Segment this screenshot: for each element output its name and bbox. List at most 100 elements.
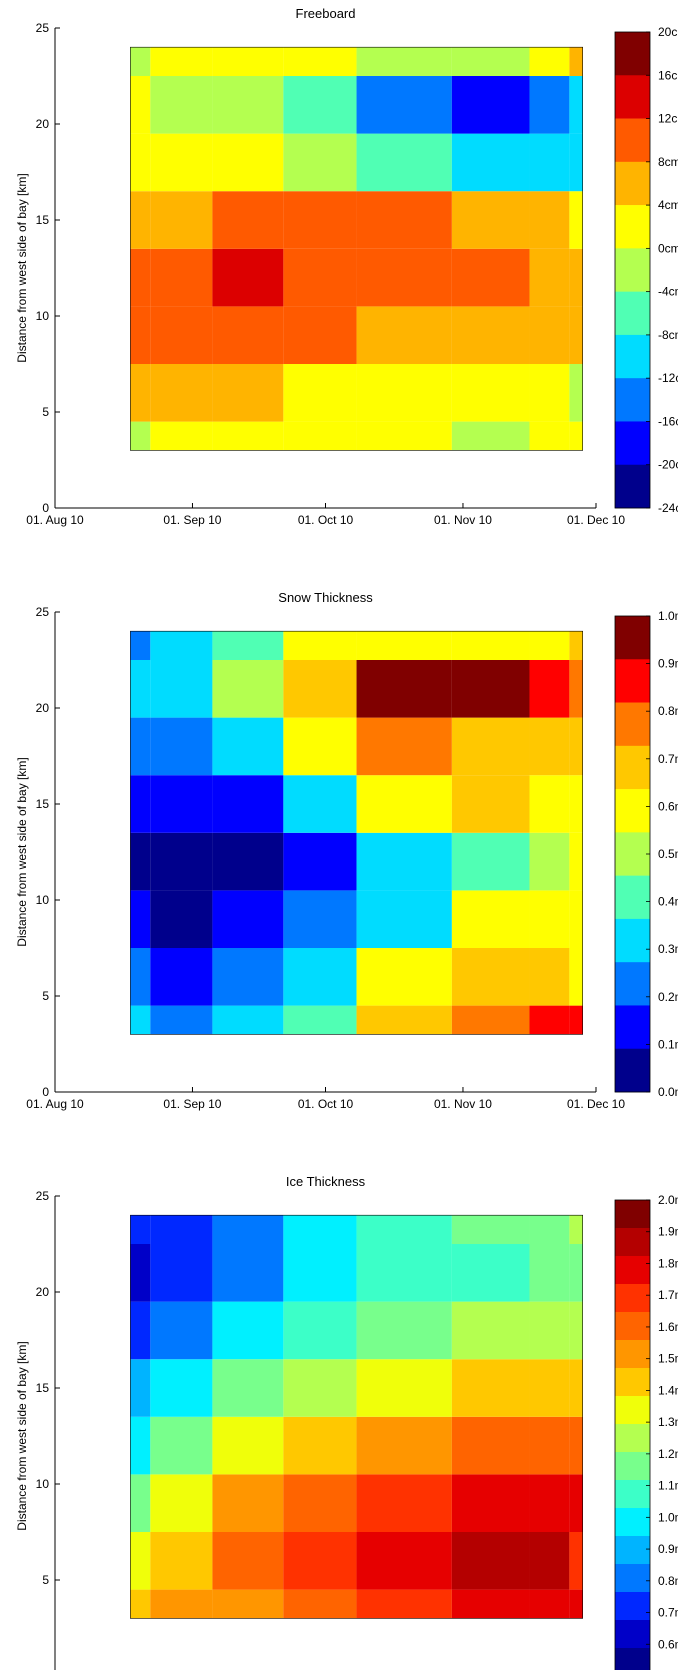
x-tick-label: 01. Oct 10 [298, 513, 354, 527]
contour-cell [451, 76, 530, 134]
y-tick-label: 15 [36, 1381, 50, 1395]
contour-cell [356, 1359, 452, 1417]
x-tick-label: 01. Oct 10 [298, 1097, 354, 1111]
contour-cell [212, 1589, 284, 1619]
colorbar-segment [615, 1200, 650, 1229]
x-tick-label: 01. Dec 10 [567, 513, 625, 527]
contour-cell [356, 660, 452, 718]
colorbar-label: 0.0m [658, 1085, 678, 1099]
y-tick-label: 25 [36, 21, 50, 35]
contour-cell [150, 948, 213, 1006]
contour-cell [130, 191, 151, 249]
colorbar-segment [615, 161, 650, 206]
contour-cell [451, 1005, 530, 1035]
colorbar-segment [615, 291, 650, 336]
contour-cell [356, 306, 452, 364]
colorbar-segment [615, 1424, 650, 1453]
colorbar-segment [615, 1368, 650, 1397]
contour-cell [569, 631, 583, 660]
contour-cell [150, 364, 213, 422]
colorbar-segment [615, 789, 650, 833]
contour-cell [529, 1474, 570, 1532]
colorbar-segment [615, 118, 650, 163]
contour-cell [569, 775, 583, 833]
x-tick-label: 01. Sep 10 [163, 1097, 221, 1111]
colorbar-label: -4cm [658, 285, 678, 299]
contour-cell [212, 1005, 284, 1035]
contour-cell [569, 1416, 583, 1475]
colorbar-label: 1.4m [658, 1383, 678, 1397]
contour-cell [451, 421, 530, 451]
contour-cell [150, 1589, 213, 1619]
x-tick-label: 01. Nov 10 [434, 1097, 492, 1111]
colorbar-label: -24cm [658, 501, 678, 515]
contour-cell [569, 948, 583, 1006]
contour-cell [356, 364, 452, 422]
contour-cell [130, 1416, 151, 1475]
contour-cell [569, 306, 583, 364]
contour-cell [356, 890, 452, 948]
colorbar-label: 1.3m [658, 1415, 678, 1429]
colorbar-segment [615, 1340, 650, 1369]
colorbar-segment [615, 745, 650, 790]
contour-cell [130, 890, 151, 948]
data-region-outline [130, 630, 583, 1035]
contour-cell [130, 832, 151, 891]
contour-cell [130, 1005, 151, 1035]
colorbar-segment [615, 1284, 650, 1313]
colorbar-label: 1.9m [658, 1225, 678, 1239]
contour-cell [356, 832, 452, 891]
contour-cell [529, 191, 570, 249]
contour-cell [569, 1005, 583, 1035]
colorbar-label: 0.9m [658, 657, 678, 671]
contour-cell [569, 191, 583, 249]
colorbar-segment [615, 378, 650, 422]
colorbar-frame [614, 1199, 651, 1670]
contour-cell [529, 248, 570, 307]
contour-cell [569, 1589, 583, 1619]
contour-cell [283, 364, 357, 422]
contour-cell [451, 306, 530, 364]
chart-title: Snow Thickness [278, 590, 373, 605]
contour-cell [356, 1532, 452, 1590]
contour-cell [150, 1005, 213, 1035]
x-tick-label: 01. Sep 10 [163, 513, 221, 527]
colorbar-segment [615, 1048, 650, 1093]
contour-cell [356, 1474, 452, 1532]
colorbar-segment [615, 1312, 650, 1341]
contour-cell [150, 191, 213, 249]
contour-cell [212, 306, 284, 364]
contour-cell [212, 133, 284, 192]
contour-cell [569, 1532, 583, 1590]
colorbar-label: 1.7m [658, 1288, 678, 1302]
contour-cell [529, 1416, 570, 1475]
contour-cell [529, 47, 570, 76]
contour-cell [356, 421, 452, 451]
colorbar-segment [615, 659, 650, 703]
contour-cell [283, 76, 357, 134]
colorbar-segment [615, 1592, 650, 1621]
x-tick-label: 01. Aug 10 [26, 1097, 84, 1111]
colorbar-segment [615, 334, 650, 379]
y-tick-label: 0 [42, 1085, 49, 1099]
contour-cell [130, 1532, 151, 1590]
colorbar-segment [615, 1620, 650, 1649]
contour-cell [212, 717, 284, 776]
colorbar-segment [615, 702, 650, 747]
colorbar-segment [615, 918, 650, 963]
contour-cell [283, 948, 357, 1006]
colorbar-segment [615, 875, 650, 920]
contour-cell [283, 660, 357, 718]
colorbar-segment [615, 832, 650, 876]
contour-cell [212, 47, 284, 76]
contour-cell [356, 76, 452, 134]
contour-cell [569, 1244, 583, 1302]
contour-cell [451, 133, 530, 192]
contour-cell [130, 133, 151, 192]
contour-cell [451, 248, 530, 307]
contour-cell [150, 76, 213, 134]
contour-cell [451, 1215, 530, 1244]
contour-cell [529, 1589, 570, 1619]
contour-cell [283, 1244, 357, 1302]
